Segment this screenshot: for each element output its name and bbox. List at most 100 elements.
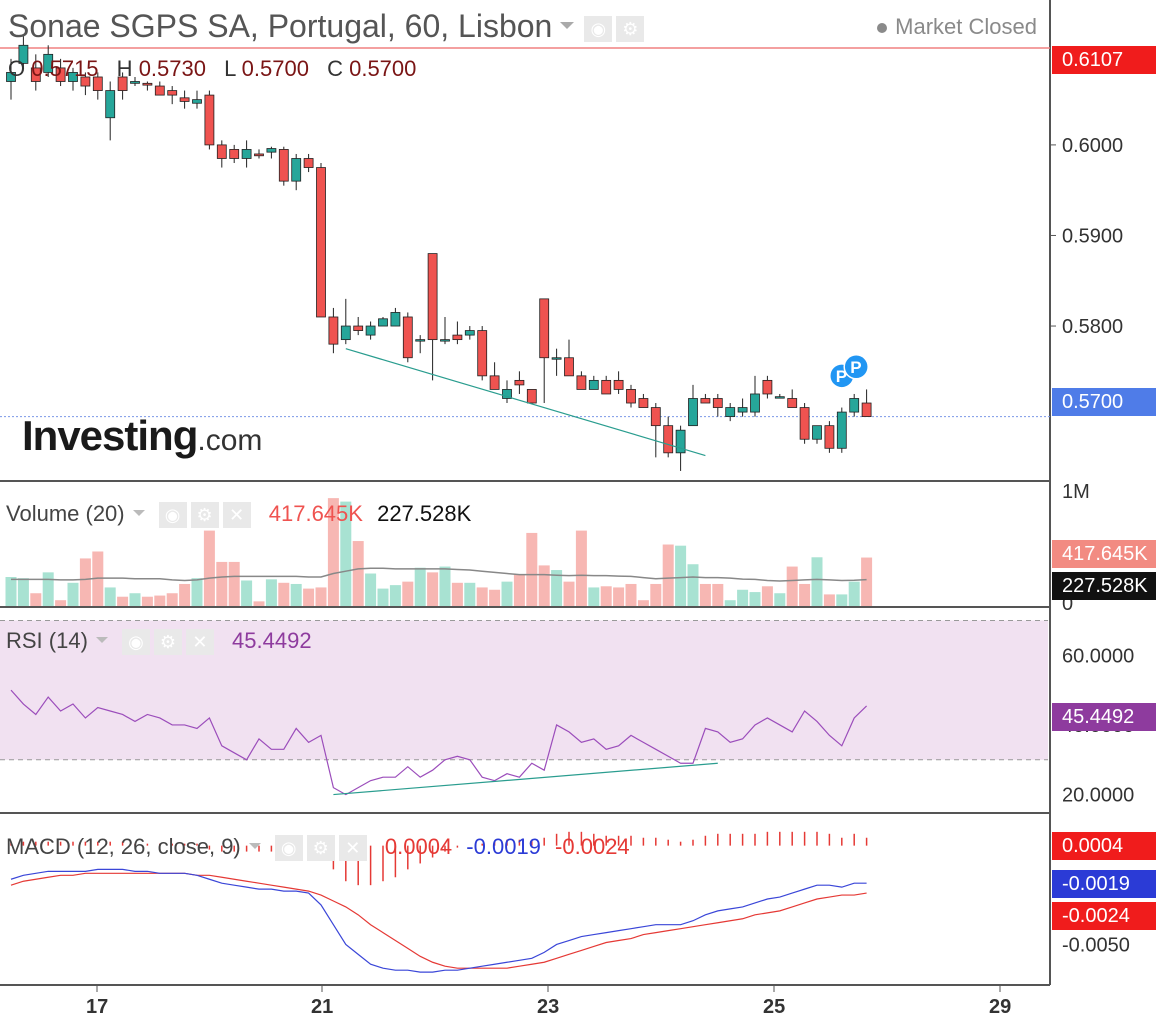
open-label: O (8, 56, 26, 81)
candle-body (43, 53, 54, 73)
candle-body (638, 398, 649, 408)
rsi-legend-name: RSI (14) (6, 628, 88, 653)
rsi-trendline (333, 762, 718, 796)
candle-body (712, 398, 723, 408)
volume-bar (575, 530, 587, 606)
volume-bar (79, 558, 91, 606)
volume-bar (216, 561, 228, 606)
candle-body (675, 429, 686, 454)
volume-legend-ma: 227.528K (377, 501, 472, 526)
macd-legend-name: MACD (12, 26, close, 9) (6, 834, 241, 859)
candle-body (750, 393, 760, 413)
x-tick-label: 25 (763, 996, 785, 1018)
volume-bar (526, 532, 538, 606)
rsi-eye-icon[interactable]: ◉ (121, 629, 150, 656)
volume-bar (5, 577, 17, 606)
candle-body (836, 411, 847, 449)
x-tick-label: 17 (86, 996, 108, 1018)
volume-bar (117, 596, 129, 606)
volume-bar (799, 583, 811, 606)
logo-suffix: .com (197, 424, 263, 457)
close-label: C (327, 56, 343, 81)
volume-bar (191, 578, 203, 606)
candle-body (787, 398, 798, 408)
volume-bar (228, 561, 240, 606)
volume-bar (861, 557, 873, 606)
candle-body (799, 407, 810, 440)
candle-body (477, 330, 488, 377)
volume-bar (30, 593, 42, 606)
volume-bar (761, 586, 773, 606)
volume-ma-label: 227.528K (1052, 572, 1156, 600)
high-value: 0.5730 (138, 56, 206, 81)
eye-icon[interactable]: ◉ (584, 15, 613, 42)
volume-dropdown-icon[interactable] (132, 510, 145, 517)
close-value: 0.5700 (349, 56, 417, 81)
volume-bar (476, 587, 488, 606)
volume-bar (439, 566, 451, 606)
rsi-gear-icon[interactable]: ⚙ (153, 629, 182, 656)
candle-body (55, 67, 66, 82)
macd-gear-icon[interactable]: ⚙ (306, 835, 335, 862)
volume-bar (538, 565, 550, 606)
volume-ma-line (11, 567, 867, 582)
rsi-close-icon[interactable]: ✕ (185, 629, 214, 656)
macd-signal-label: -0.0024 (1052, 902, 1156, 930)
volume-bar (600, 586, 612, 606)
volume-bar (154, 595, 166, 606)
candle-body (254, 153, 264, 157)
chart-title: Sonae SGPS SA, Portugal, 60, Lisbon ◉ ⚙ (8, 8, 648, 45)
volume-bar (179, 583, 191, 606)
volume-bar (501, 581, 513, 606)
volume-bar (774, 593, 786, 606)
candle-body (774, 396, 785, 399)
volume-bar (315, 587, 327, 606)
volume-legend-value: 417.645K (268, 501, 363, 526)
volume-bar (129, 593, 141, 606)
macd-dropdown-icon[interactable] (248, 843, 261, 850)
candle-body (291, 158, 302, 182)
volume-bar (290, 583, 302, 606)
gear-icon[interactable]: ⚙ (616, 15, 645, 42)
low-label: L (224, 56, 236, 81)
volume-bar (17, 578, 29, 606)
candle-body (68, 72, 78, 82)
candle-body (130, 81, 140, 84)
macd-signal-line (10, 872, 867, 969)
volume-legend: Volume (20) ◉ ⚙ ✕ 417.645K 227.528K (6, 501, 472, 529)
candle-body (440, 339, 450, 342)
volume-bar (253, 601, 265, 606)
volume-close-icon[interactable]: ✕ (222, 502, 251, 529)
market-status: Market Closed (877, 14, 1037, 40)
rsi-dropdown-icon[interactable] (95, 637, 108, 644)
candle-body (725, 407, 736, 418)
macd-eye-icon[interactable]: ◉ (274, 835, 303, 862)
price-tick-label: 0.5900 (1062, 225, 1123, 247)
candle-body (539, 298, 550, 359)
macd-legend-hist: 0.0004 (384, 834, 453, 859)
rsi-tick-label: 20.0000 (1062, 785, 1134, 807)
volume-bar (42, 572, 54, 606)
last-price-label: 0.5700 (1052, 388, 1156, 416)
candle-body (303, 158, 314, 168)
volume-eye-icon[interactable]: ◉ (158, 502, 187, 529)
open-value: 0.5715 (31, 56, 99, 81)
candle-body (551, 357, 562, 360)
volume-bar (402, 581, 414, 606)
volume-gear-icon[interactable]: ⚙ (190, 502, 219, 529)
volume-bar (303, 588, 315, 606)
candle-body (861, 402, 872, 418)
rsi-legend: RSI (14) ◉ ⚙ ✕ 45.4492 (6, 628, 312, 656)
candle-body (812, 425, 822, 440)
title-dropdown-icon[interactable] (560, 22, 575, 30)
candle-body (737, 407, 748, 413)
candle-body (576, 375, 587, 390)
volume-bar (464, 582, 476, 606)
macd-close-icon[interactable]: ✕ (338, 835, 367, 862)
candle-body (402, 316, 413, 359)
candle-body (154, 85, 165, 96)
candle-body (340, 325, 351, 341)
volume-bar (166, 593, 178, 606)
volume-bar (451, 582, 463, 606)
macd-legend-macd: -0.0019 (466, 834, 541, 859)
